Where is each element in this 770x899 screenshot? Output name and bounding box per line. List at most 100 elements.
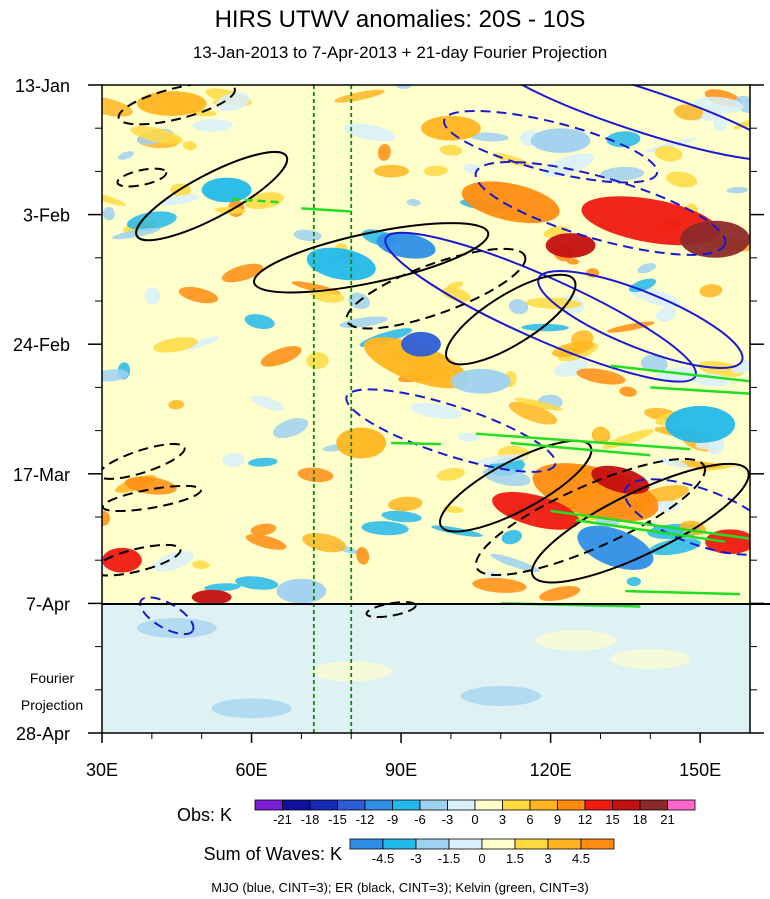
obs-colorbar-label: 15 xyxy=(605,812,619,827)
speckle-cell xyxy=(726,186,749,194)
speckle-cell xyxy=(250,395,284,411)
kelvin-contour xyxy=(575,518,726,543)
speckle-cell xyxy=(439,144,463,156)
waves-colorbar-label: 1.5 xyxy=(506,851,524,866)
speckle-cell xyxy=(361,521,409,536)
speckle-cell xyxy=(381,510,422,523)
speckle-cell xyxy=(192,119,233,132)
speckle-cell xyxy=(490,553,540,573)
speckle-cell xyxy=(244,314,275,330)
speckle-cell xyxy=(666,171,698,188)
anomaly-blob xyxy=(705,529,750,555)
speckle-cell xyxy=(118,151,134,160)
speckle-cell xyxy=(377,143,391,161)
kelvin-contour xyxy=(301,207,352,213)
x-tick-label: 120E xyxy=(530,760,572,780)
projection-blob xyxy=(136,618,217,639)
kelvin-contour xyxy=(510,441,651,457)
speckle-cell xyxy=(649,538,701,556)
speckle-cell xyxy=(250,523,277,536)
anomaly-blobs xyxy=(102,91,750,605)
er-contour xyxy=(530,462,750,584)
speckle-cell xyxy=(501,529,523,545)
speckle-cell xyxy=(306,352,329,370)
er-contour xyxy=(117,85,236,126)
y-tick-label: 24-Feb xyxy=(13,335,70,355)
speckle-cell xyxy=(441,287,471,302)
obs-colorbar-swatch xyxy=(337,799,366,811)
obs-colorbar-swatch xyxy=(447,799,476,811)
speckle-cell xyxy=(659,457,688,468)
kelvin-contour xyxy=(475,432,691,451)
speckle-cell xyxy=(153,337,198,353)
obs-colorbar-swatch xyxy=(639,799,668,811)
anomaly-blob xyxy=(591,465,650,495)
speckle-cell xyxy=(297,467,334,483)
speckle-cell xyxy=(406,198,421,207)
waves-colorbar-label: -4.5 xyxy=(372,851,394,866)
anomaly-blob xyxy=(665,405,736,443)
speckle-cell xyxy=(477,454,529,464)
er-contour xyxy=(345,247,527,330)
obs-colorbar-label: -18 xyxy=(301,812,320,827)
anomaly-blob xyxy=(401,331,441,357)
speckle-cell xyxy=(655,307,677,322)
waves-colorbar-swatch xyxy=(415,838,450,850)
speckle-cell xyxy=(102,96,133,117)
kelvin-contour xyxy=(391,441,441,446)
projection-blob xyxy=(535,630,616,651)
obs-colorbar-label: 18 xyxy=(633,812,647,827)
kelvin-contour xyxy=(650,386,750,395)
obs-colorbar-swatch xyxy=(529,799,558,811)
kelvin-contour xyxy=(231,197,282,204)
speckle-cell xyxy=(472,577,527,593)
speckle-cell xyxy=(124,476,177,495)
x-tick-label: 60E xyxy=(236,760,268,780)
y-tick-label: 17-Mar xyxy=(13,465,70,485)
mjo-contour xyxy=(345,388,557,473)
waves-colorbar-swatch xyxy=(514,838,549,850)
projection-blobs xyxy=(136,618,691,719)
speckle-cell xyxy=(469,132,509,142)
anomaly-blob xyxy=(102,547,142,573)
anomaly-blob xyxy=(545,233,596,258)
speckle-cell xyxy=(733,118,750,130)
y-tick-label: 3-Feb xyxy=(23,206,70,226)
speckle-cell xyxy=(693,96,744,114)
obs-colorbar-label: -9 xyxy=(387,812,399,827)
obs-colorbar-swatch xyxy=(419,799,448,811)
speckle-cell xyxy=(144,286,161,305)
mjo-contour xyxy=(623,478,750,556)
projection-blob xyxy=(610,648,691,669)
waves-colorbar-label: -1.5 xyxy=(438,851,460,866)
anomaly-blob xyxy=(306,247,376,281)
mjo-contour xyxy=(139,596,195,636)
er-contour xyxy=(444,273,577,366)
obs-colorbar-swatch xyxy=(364,799,393,811)
speckle-cell xyxy=(215,92,250,112)
waves-colorbar-label: 3 xyxy=(544,851,551,866)
speckle-cell xyxy=(272,417,309,439)
speckle-cell xyxy=(637,263,657,274)
waves-colorbar: -4.5 -3 -1.5 0 1.5 3 4.5 xyxy=(349,838,615,866)
er-contours xyxy=(102,85,750,619)
speckle-cell xyxy=(344,123,396,142)
speckle-cell xyxy=(542,153,595,177)
waves-colorbar-swatch xyxy=(547,838,582,850)
speckle-cell xyxy=(591,426,611,445)
anomaly-blob xyxy=(276,578,327,604)
speckle-cell xyxy=(373,164,409,178)
speckle-cell xyxy=(654,145,683,162)
speckle-cell xyxy=(102,369,129,382)
speckle-cell xyxy=(260,346,302,367)
speckle-cell xyxy=(130,126,183,145)
speckle-cell xyxy=(600,166,645,181)
obs-colorbar-label: -6 xyxy=(414,812,426,827)
mjo-contour xyxy=(443,109,659,184)
speckle-cell xyxy=(626,576,641,587)
obs-colorbar-label: 3 xyxy=(499,812,506,827)
anomaly-blob xyxy=(336,427,387,459)
x-tick-label: 30E xyxy=(86,760,118,780)
speckle-cell xyxy=(423,165,448,177)
speckle-cell xyxy=(566,258,580,265)
